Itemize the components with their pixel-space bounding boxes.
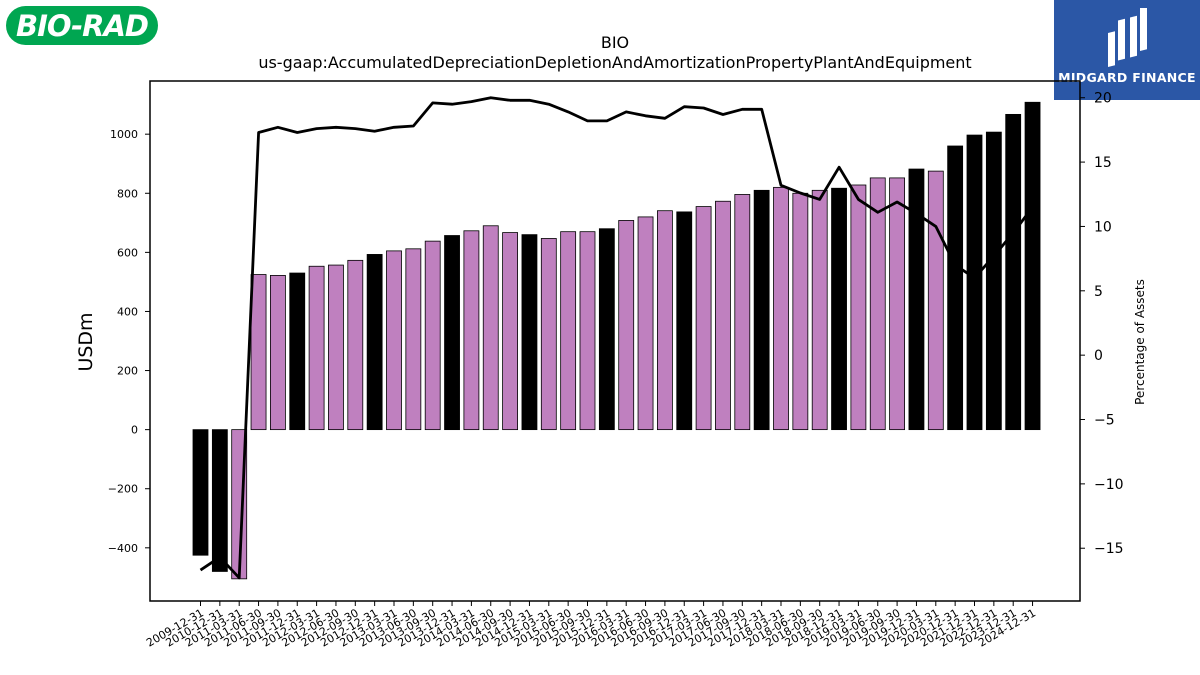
bar xyxy=(540,238,557,431)
bar xyxy=(850,184,867,431)
bar xyxy=(715,200,731,431)
x-axis: 2009-12-312010-12-312011-03-312011-06-30… xyxy=(144,601,1038,650)
bar xyxy=(792,192,809,431)
bar xyxy=(657,210,673,431)
bar xyxy=(444,235,460,431)
y-tick-label: 800 xyxy=(117,187,138,200)
bio-rad-logo: BIO-RAD xyxy=(6,6,158,45)
bar xyxy=(676,211,693,431)
bar xyxy=(192,429,209,556)
y-tick-label: −200 xyxy=(108,483,138,496)
line-group xyxy=(199,96,1034,580)
y-tick-label: 0 xyxy=(131,424,138,437)
bar xyxy=(366,254,383,431)
chart-subtitle: us-gaap:AccumulatedDepreciationDepletion… xyxy=(258,53,971,72)
bar xyxy=(211,429,228,572)
midgard-logo-mark-icon xyxy=(1108,8,1147,68)
y-axis-left: −400 −200 0 200 400 600 800 1000 xyxy=(108,128,150,555)
bar xyxy=(927,170,944,431)
chart-title: BIO xyxy=(601,33,629,52)
bar xyxy=(1005,113,1022,431)
bar xyxy=(347,259,364,431)
bar xyxy=(502,232,519,431)
bar xyxy=(579,231,596,431)
bio-rad-logo-text: BIO-RAD xyxy=(16,8,149,43)
y-right-tick-label: 0 xyxy=(1094,348,1103,364)
y-right-tick-label: 5 xyxy=(1094,284,1103,300)
bar xyxy=(386,250,402,431)
bar xyxy=(695,206,712,431)
y-axis-right-label: Percentage of Assets xyxy=(1133,279,1147,405)
bar xyxy=(1024,101,1041,431)
bar xyxy=(482,225,499,431)
midgard-finance-logo: MIDGARD FINANCE xyxy=(1054,0,1200,100)
midgard-logo-text: MIDGARD FINANCE xyxy=(1058,70,1196,85)
bar xyxy=(869,177,886,431)
bar xyxy=(966,134,983,431)
y-axis-label: USDm xyxy=(75,312,97,371)
y-tick-label: 400 xyxy=(117,305,138,318)
bar xyxy=(985,131,1002,431)
bar xyxy=(637,216,654,431)
bar xyxy=(328,264,344,431)
bar xyxy=(908,168,925,431)
percent-of-assets-line xyxy=(199,96,1034,580)
bars-group xyxy=(192,101,1041,580)
bar xyxy=(773,186,789,431)
y-right-tick-label: 15 xyxy=(1094,155,1112,171)
y-right-tick-label: −10 xyxy=(1094,477,1124,493)
bar xyxy=(269,275,286,431)
bar xyxy=(947,145,964,431)
bar xyxy=(889,177,905,431)
bar xyxy=(308,265,325,431)
y-tick-label: 600 xyxy=(117,246,138,259)
y-right-tick-label: −15 xyxy=(1094,541,1124,557)
y-right-tick-label: −5 xyxy=(1094,413,1115,429)
plot-frame xyxy=(149,80,1081,602)
bar xyxy=(463,230,480,431)
bar xyxy=(250,274,267,431)
bar xyxy=(521,234,538,431)
bar xyxy=(424,240,441,431)
y-axis-right: −15 −10 −5 0 5 10 15 20 xyxy=(1080,91,1124,557)
y-right-tick-label: 10 xyxy=(1094,219,1112,235)
y-right-tick-label: 20 xyxy=(1094,91,1112,107)
bar xyxy=(289,272,306,431)
bar xyxy=(598,228,615,431)
bar xyxy=(618,220,635,431)
bar xyxy=(405,248,422,431)
y-tick-label: 1000 xyxy=(110,128,138,141)
bar xyxy=(560,231,577,431)
bar xyxy=(734,194,751,431)
bar xyxy=(753,189,770,431)
bar xyxy=(811,189,828,431)
bar xyxy=(831,187,847,431)
y-tick-label: −400 xyxy=(108,542,138,555)
y-tick-label: 200 xyxy=(117,365,138,378)
